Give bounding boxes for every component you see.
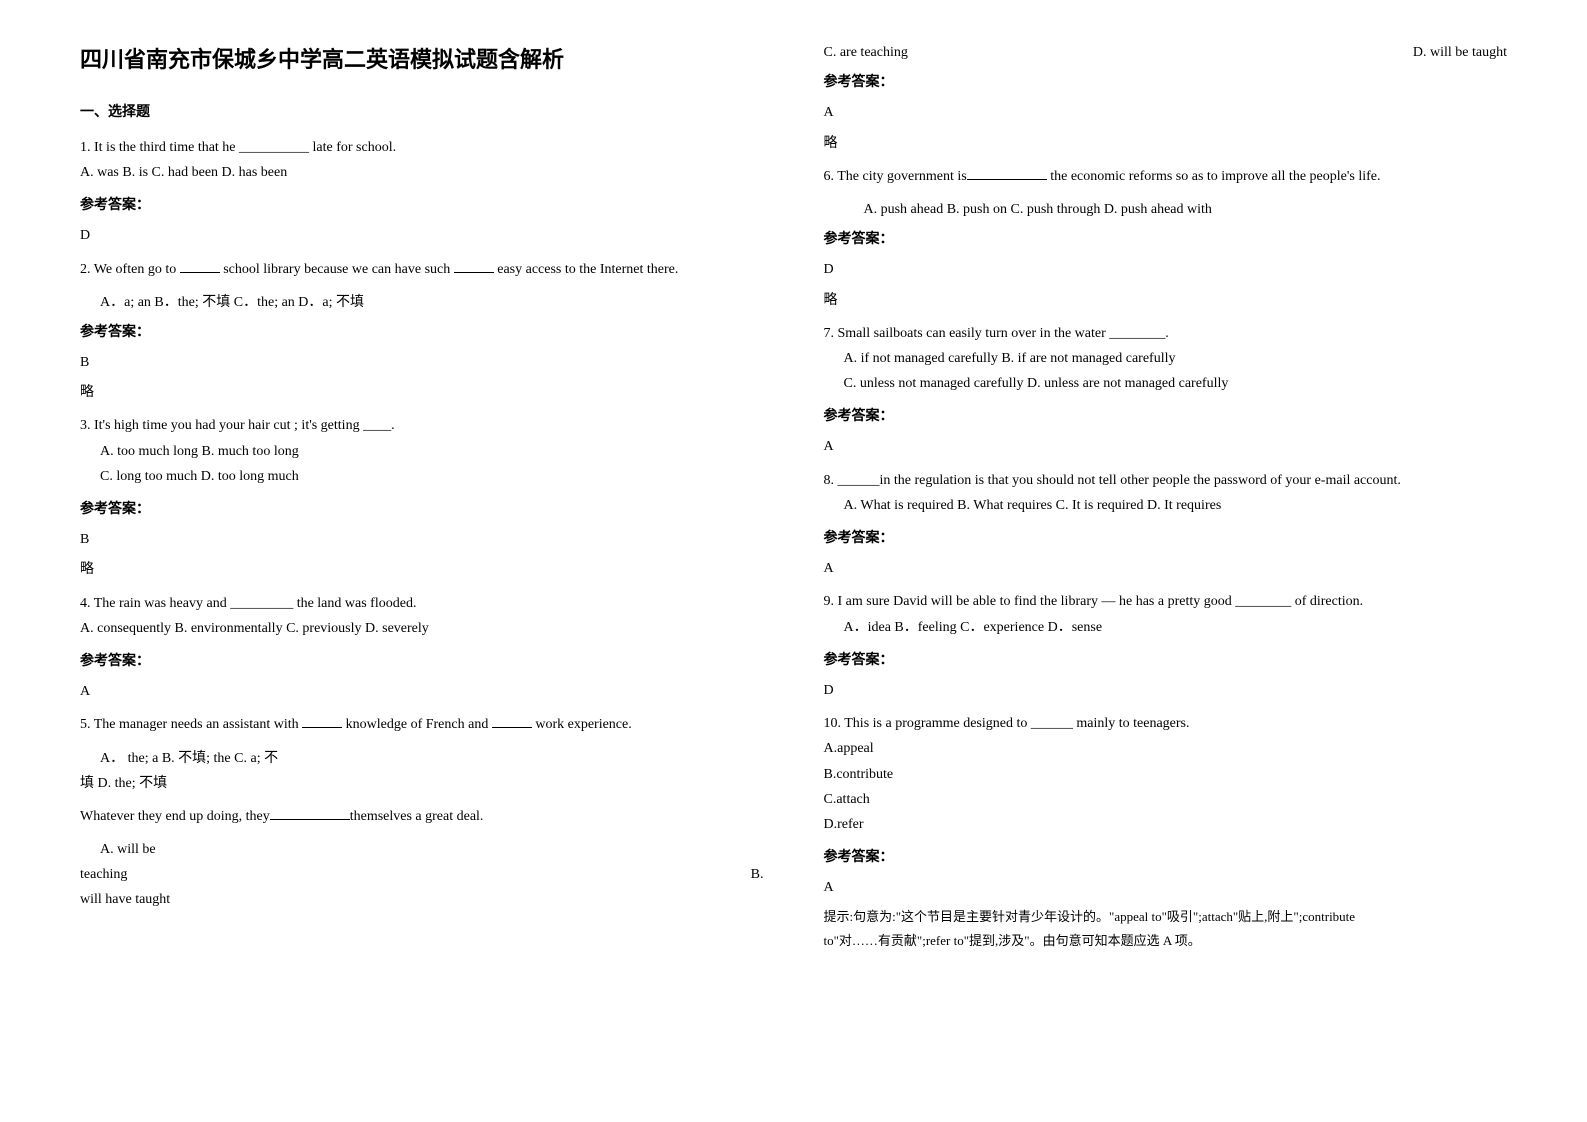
document-title: 四川省南充市保城乡中学高二英语模拟试题含解析 [80, 40, 764, 80]
question-10: 10. This is a programme designed to ____… [824, 711, 1508, 837]
question-2: 2. We often go to school library because… [80, 257, 764, 282]
section-heading: 一、选择题 [80, 100, 764, 125]
question-4: 4. The rain was heavy and _________ the … [80, 591, 764, 641]
blank [270, 805, 350, 820]
question-9: 9. I am sure David will be able to find … [824, 589, 1508, 639]
answer-label: 参考答案： [80, 649, 764, 674]
q5-extra-b: themselves a great deal. [350, 809, 484, 824]
q5-stem-c: work experience. [535, 717, 631, 732]
q7-option-row-2: C. unless not managed carefully D. unles… [844, 371, 1508, 396]
q10-answer: A [824, 875, 1508, 900]
right-column: C. are teaching D. will be taught 参考答案： … [824, 40, 1508, 952]
q5-opt-b-b: B. [751, 862, 764, 887]
answer-label: 参考答案： [80, 497, 764, 522]
q4-answer: A [80, 679, 764, 704]
answer-label: 参考答案： [824, 845, 1508, 870]
omit-marker: 略 [824, 131, 1508, 156]
q3-stem: 3. It's high time you had your hair cut … [80, 413, 764, 438]
q10-note-2: to"对……有贡献";refer to"提到,涉及"。由句意可知本题应选 A 项… [824, 929, 1508, 952]
answer-label: 参考答案： [80, 320, 764, 345]
q3-option-row-1: A. too much long B. much too long [100, 439, 764, 464]
q6-answer: D [824, 257, 1508, 282]
q10-opt-b: B.contribute [824, 762, 1508, 787]
q5-cont-opts: C. are teaching D. will be taught [824, 40, 1508, 65]
page-container: 四川省南充市保城乡中学高二英语模拟试题含解析 一、选择题 1. It is th… [80, 40, 1507, 952]
answer-label: 参考答案： [824, 70, 1508, 95]
q5-extra-stem: Whatever they end up doing, they themselv… [80, 804, 764, 829]
q5-opt-b-row: teaching B. [80, 862, 764, 887]
q7-answer: A [824, 434, 1508, 459]
q5-answer: A [824, 100, 1508, 125]
q4-stem: 4. The rain was heavy and _________ the … [80, 591, 764, 616]
q5-options-line-2: 填 D. the; 不填 [80, 771, 764, 796]
q5-opt-c-cont: C. are teaching [824, 40, 908, 65]
answer-label: 参考答案： [80, 193, 764, 218]
q9-options: A．idea B．feeling C．experience D．sense [844, 615, 1508, 640]
omit-marker: 略 [80, 380, 764, 405]
omit-marker: 略 [80, 557, 764, 582]
q7-option-row-1: A. if not managed carefully B. if are no… [844, 346, 1508, 371]
q1-answer: D [80, 223, 764, 248]
q5-opt-b-a: teaching [80, 862, 127, 887]
q10-opt-c: C.attach [824, 787, 1508, 812]
question-1: 1. It is the third time that he ________… [80, 135, 764, 185]
blank [454, 258, 494, 273]
q4-options: A. consequently B. environmentally C. pr… [80, 616, 764, 641]
q10-note-1: 提示:句意为:"这个节目是主要针对青少年设计的。"appeal to"吸引";a… [824, 905, 1508, 928]
q6-stem-a: 6. The city government is [824, 169, 967, 184]
q6-stem-b: the economic reforms so as to improve al… [1050, 169, 1380, 184]
q6-options: A. push ahead B. push on C. push through… [864, 197, 1508, 222]
question-6: 6. The city government is the economic r… [824, 164, 1508, 189]
q5-stem-a: 5. The manager needs an assistant with [80, 717, 302, 732]
q10-opt-a: A.appeal [824, 736, 1508, 761]
answer-label: 参考答案： [824, 526, 1508, 551]
answer-label: 参考答案： [824, 404, 1508, 429]
question-3: 3. It's high time you had your hair cut … [80, 413, 764, 489]
q7-stem: 7. Small sailboats can easily turn over … [824, 321, 1508, 346]
q3-answer: B [80, 527, 764, 552]
q2-options: A．a; an B．the; 不填 C．the; an D．a; 不填 [100, 290, 764, 315]
blank [180, 258, 220, 273]
q8-answer: A [824, 556, 1508, 581]
blank [967, 165, 1047, 180]
answer-label: 参考答案： [824, 227, 1508, 252]
q8-options: A. What is required B. What requires C. … [844, 493, 1508, 518]
q5-options-line-1: A． the; a B. 不填; the C. a; 不 [100, 746, 764, 771]
q1-stem: 1. It is the third time that he ________… [80, 135, 764, 160]
q10-opt-d: D.refer [824, 812, 1508, 837]
question-8: 8. ______in the regulation is that you s… [824, 468, 1508, 518]
q9-answer: D [824, 678, 1508, 703]
question-7: 7. Small sailboats can easily turn over … [824, 321, 1508, 397]
omit-marker: 略 [824, 288, 1508, 313]
q5-stem-b: knowledge of French and [346, 717, 492, 732]
q2-stem-c: easy access to the Internet there. [497, 262, 678, 277]
blank [492, 713, 532, 728]
q2-stem-b: school library because we can have such [223, 262, 454, 277]
q1-options: A. was B. is C. had been D. has been [80, 160, 764, 185]
q9-stem: 9. I am sure David will be able to find … [824, 589, 1508, 614]
question-5: 5. The manager needs an assistant with k… [80, 712, 764, 737]
q2-stem-a: 2. We often go to [80, 262, 180, 277]
q5-opt-d-cont: D. will be taught [1413, 40, 1507, 65]
q2-answer: B [80, 350, 764, 375]
q8-stem: 8. ______in the regulation is that you s… [824, 468, 1508, 493]
q10-stem: 10. This is a programme designed to ____… [824, 711, 1508, 736]
q5-extra-a: Whatever they end up doing, they [80, 809, 270, 824]
q5-opt-c: will have taught [80, 887, 764, 912]
q5-opt-a: A. will be [100, 837, 764, 862]
left-column: 四川省南充市保城乡中学高二英语模拟试题含解析 一、选择题 1. It is th… [80, 40, 764, 952]
q3-option-row-2: C. long too much D. too long much [100, 464, 764, 489]
blank [302, 713, 342, 728]
answer-label: 参考答案： [824, 648, 1508, 673]
